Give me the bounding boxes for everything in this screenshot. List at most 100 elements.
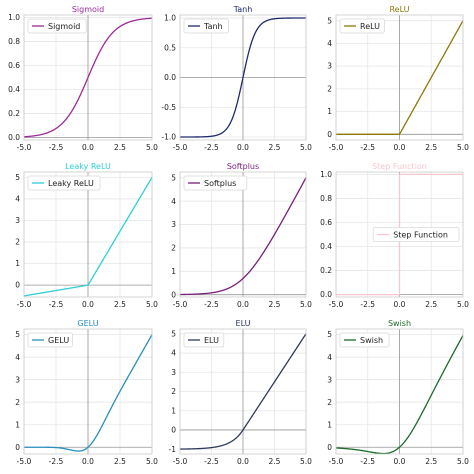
chart-title: Leaky ReLU <box>65 162 111 171</box>
legend-label: Tanh <box>203 22 223 31</box>
x-tick-label: 0.0 <box>237 143 249 152</box>
y-tick-label: 0.0 <box>8 133 20 142</box>
y-tick-label: 0 <box>15 443 20 452</box>
y-tick-label: 0.8 <box>320 194 332 203</box>
chart-title: Swish <box>388 319 411 328</box>
x-tick-label: -5.0 <box>329 457 344 466</box>
series-line-sigmoid <box>23 17 153 138</box>
plot-frame <box>23 171 153 298</box>
y-tick-label: 2 <box>171 244 176 253</box>
legend: GELU <box>27 332 73 348</box>
x-tick-label: -2.5 <box>204 143 219 152</box>
legend-box <box>339 18 385 34</box>
plot-frame <box>23 328 153 455</box>
y-tick-label: -0.5 <box>161 103 176 112</box>
y-tick-label: 2 <box>15 238 20 247</box>
x-tick-label: 5.0 <box>457 143 469 152</box>
legend-label: Swish <box>360 336 383 345</box>
series-line-softplus <box>179 177 307 296</box>
y-tick-label: 0 <box>327 443 332 452</box>
series-line-elu <box>180 333 307 450</box>
y-tick-label: 4 <box>327 353 332 362</box>
y-tick-label: 1.0 <box>8 13 20 22</box>
legend: ELU <box>183 332 225 348</box>
x-tick-label: -2.5 <box>360 143 375 152</box>
x-tick-label: 0.0 <box>394 143 406 152</box>
x-tick-label: 2.5 <box>425 300 437 309</box>
x-tick-label: 0.0 <box>82 300 94 309</box>
y-tick-label: 3 <box>327 62 332 71</box>
x-tick-label: 5.0 <box>146 300 158 309</box>
chart-title: Step Function <box>372 162 427 171</box>
y-tick-label: 0.4 <box>8 85 20 94</box>
plot-frame <box>335 171 464 298</box>
legend-box <box>27 18 87 34</box>
y-tick-label: 0.0 <box>164 73 176 82</box>
x-tick-label: 2.5 <box>269 143 281 152</box>
chart-title: ReLU <box>389 5 409 14</box>
x-tick-label: -5.0 <box>329 300 344 309</box>
y-tick-label: 0.5 <box>164 43 176 52</box>
legend-label: Leaky ReLU <box>48 179 94 188</box>
chart-panel-sigmoid: -5.0 -2.5 0.0 2.5 5.0 0.0 0.2 0.4 0.6 0.8 1.0 Sigmo… <box>8 5 158 152</box>
chart-panel-gelu: -5.0 -2.5 0.0 2.5 5.0 0 1 2 3 4 5 GELU GELU <box>15 319 158 466</box>
y-tick-label: 1.0 <box>164 14 176 23</box>
series-line-relu <box>336 20 464 135</box>
plot-frame <box>179 171 307 298</box>
series-line-swish <box>335 335 464 455</box>
x-tick-label: -2.5 <box>204 457 219 466</box>
chart-panel-leaky_relu: -5.0 -2.5 0.0 2.5 5.0 0 1 2 3 4 5 Leaky ReLU Leaky R… <box>15 162 158 309</box>
x-tick-label: -2.5 <box>49 143 64 152</box>
legend-box <box>183 175 248 191</box>
series-line-gelu <box>24 334 153 452</box>
y-tick-label: 1 <box>327 420 332 429</box>
x-tick-label: 2.5 <box>269 457 281 466</box>
y-tick-label: 1 <box>15 259 20 268</box>
x-tick-label: 5.0 <box>457 457 469 466</box>
legend: Leaky ReLU <box>27 175 101 191</box>
plot-frame <box>179 14 307 141</box>
y-tick-label: 0 <box>171 426 176 435</box>
legend-label: ReLU <box>360 22 380 31</box>
legend-box <box>183 332 225 348</box>
y-tick-label: 3 <box>15 375 20 384</box>
y-tick-label: 0.8 <box>8 37 20 46</box>
x-tick-label: -2.5 <box>204 300 219 309</box>
y-tick-label: 3 <box>327 375 332 384</box>
y-tick-label: 0.6 <box>8 61 20 70</box>
legend-box <box>372 227 460 242</box>
y-tick-label: 2 <box>171 387 176 396</box>
x-tick-label: 2.5 <box>114 457 126 466</box>
x-tick-label: -2.5 <box>49 300 64 309</box>
legend: Swish <box>339 332 390 348</box>
y-tick-label: 5 <box>171 329 176 338</box>
chart-title: ELU <box>236 319 251 328</box>
x-tick-label: -2.5 <box>360 300 375 309</box>
x-tick-label: 2.5 <box>269 300 281 309</box>
chart-title: Softplus <box>227 162 259 171</box>
y-tick-label: 5 <box>15 330 20 339</box>
y-tick-label: 4 <box>15 353 20 362</box>
series-line-leaky_relu <box>23 177 153 297</box>
x-tick-label: -5.0 <box>173 300 188 309</box>
legend: ReLU <box>339 18 385 34</box>
plot-frame <box>335 14 464 141</box>
plot-frame <box>23 14 153 141</box>
y-tick-label: 1 <box>327 107 332 116</box>
x-tick-label: 0.0 <box>394 300 406 309</box>
x-tick-label: -5.0 <box>173 143 188 152</box>
x-tick-label: -5.0 <box>173 457 188 466</box>
x-tick-label: -5.0 <box>17 457 32 466</box>
y-tick-label: 2 <box>327 84 332 93</box>
y-tick-label: 1 <box>171 267 176 276</box>
legend-box <box>339 332 390 348</box>
legend-label: ELU <box>204 336 219 345</box>
x-tick-label: 5.0 <box>300 300 312 309</box>
y-tick-label: -1.0 <box>161 133 176 142</box>
y-tick-label: 5 <box>327 16 332 25</box>
chart-title: Tanh <box>233 5 253 14</box>
y-tick-label: 2 <box>327 398 332 407</box>
chart-panel-elu: -5.0 -2.5 0.0 2.5 5.0 -1 0 1 2 3 4 5 ELU ELU <box>169 319 313 466</box>
legend-label: Step Function <box>393 231 448 240</box>
x-tick-label: 0.0 <box>82 143 94 152</box>
